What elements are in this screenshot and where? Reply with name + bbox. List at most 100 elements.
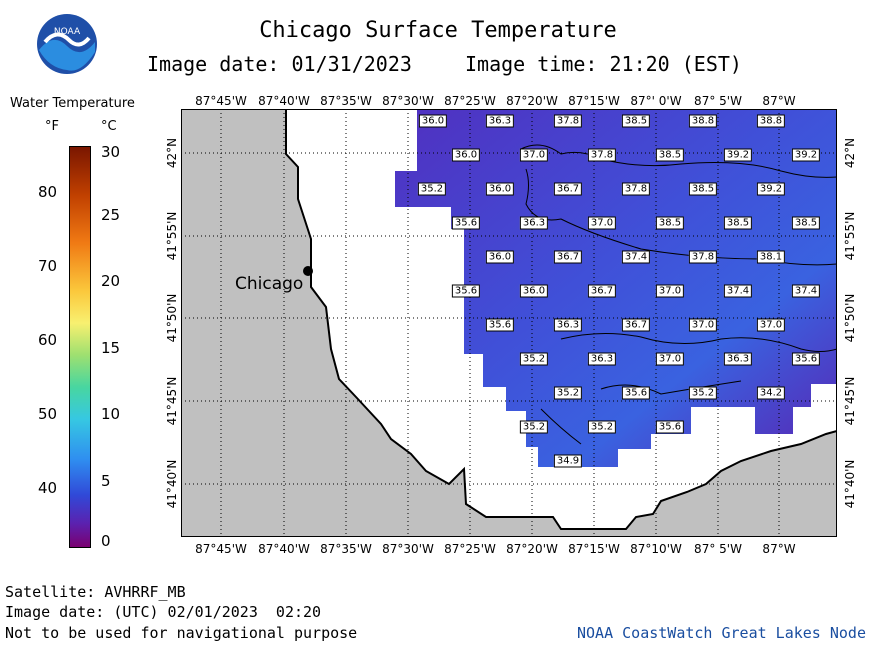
lon-label-bottom: 87° 5'W (694, 542, 742, 556)
attribution: NOAA CoastWatch Great Lakes Node (577, 624, 866, 642)
temperature-label: 38.5 (723, 216, 753, 230)
temperature-label: 37.8 (587, 148, 617, 162)
temperature-label: 39.2 (791, 148, 821, 162)
temperature-label: 35.6 (451, 284, 481, 298)
disclaimer: Not to be used for navigational purpose (5, 624, 358, 642)
lon-label-bottom: 87°10'W (630, 542, 682, 556)
temperature-label: 34.2 (756, 386, 786, 400)
temperature-label: 36.7 (621, 318, 651, 332)
lon-label-bottom: 87°W (762, 542, 796, 556)
temperature-label: 37.0 (756, 318, 786, 332)
utc-date: Image date: (UTC) 02/01/2023 02:20 (5, 603, 322, 621)
lat-label-left: 41°45'N (165, 376, 179, 426)
lon-label-top: 87°15'W (568, 94, 620, 108)
temperature-label: 38.8 (756, 114, 786, 128)
temperature-label: 38.5 (791, 216, 821, 230)
c-tick: 30 (101, 143, 121, 161)
lat-label-left: 41°55'N (165, 211, 179, 261)
city-label-chicago: Chicago (235, 274, 304, 294)
temperature-label: 36.7 (553, 182, 583, 196)
lon-label-bottom: 87°35'W (320, 542, 372, 556)
c-tick: 10 (101, 405, 121, 423)
temperature-label: 36.0 (519, 284, 549, 298)
image-date: Image date: 01/31/2023 (147, 52, 412, 76)
lat-label-left: 41°50'N (165, 293, 179, 343)
lon-label-top: 87° 5'W (694, 94, 742, 108)
f-tick: 60 (38, 331, 58, 349)
lat-label-right: 41°40'N (843, 459, 857, 509)
temperature-label: 37.0 (587, 216, 617, 230)
lon-label-top: 87°25'W (444, 94, 496, 108)
temperature-label: 37.4 (621, 250, 651, 264)
temperature-label: 36.0 (485, 182, 515, 196)
lon-label-top: 87°30'W (382, 94, 434, 108)
noaa-logo: NOAA (37, 14, 97, 74)
c-tick: 5 (101, 472, 111, 490)
svg-text:NOAA: NOAA (54, 27, 81, 37)
lat-label-right: 41°50'N (843, 293, 857, 343)
temperature-label: 35.6 (791, 352, 821, 366)
lon-label-bottom: 87°15'W (568, 542, 620, 556)
lon-label-top: 87°' 0'W (630, 94, 682, 108)
c-tick: 0 (101, 532, 111, 550)
temperature-label: 34.9 (553, 454, 583, 468)
temperature-label: 37.0 (688, 318, 718, 332)
temperature-label: 35.6 (621, 386, 651, 400)
lon-label-bottom: 87°40'W (258, 542, 310, 556)
temperature-label: 35.6 (451, 216, 481, 230)
temperature-label: 37.4 (791, 284, 821, 298)
chart-title: Chicago Surface Temperature (259, 18, 617, 43)
temperature-label: 38.5 (655, 148, 685, 162)
f-tick: 50 (38, 405, 58, 423)
lon-label-bottom: 87°20'W (506, 542, 558, 556)
satellite-info: Satellite: AVHRRF_MB (5, 583, 186, 601)
temperature-label: 36.3 (723, 352, 753, 366)
lon-label-top: 87°35'W (320, 94, 372, 108)
temperature-label: 35.6 (485, 318, 515, 332)
temperature-label: 38.8 (688, 114, 718, 128)
lat-label-right: 42°N (843, 137, 857, 169)
temperature-label: 38.1 (756, 250, 786, 264)
lon-label-top: 87°20'W (506, 94, 558, 108)
temperature-label: 35.6 (655, 420, 685, 434)
c-tick: 25 (101, 206, 121, 224)
temperature-label: 38.5 (655, 216, 685, 230)
unit-fahrenheit: °F (45, 119, 59, 134)
temperature-label: 36.7 (553, 250, 583, 264)
temperature-label: 36.7 (587, 284, 617, 298)
temperature-label: 35.2 (587, 420, 617, 434)
lon-label-bottom: 87°25'W (444, 542, 496, 556)
temperature-label: 37.0 (655, 284, 685, 298)
lat-label-right: 41°55'N (843, 211, 857, 261)
c-tick: 15 (101, 339, 121, 357)
temperature-label: 37.4 (723, 284, 753, 298)
image-time: Image time: 21:20 (EST) (465, 52, 742, 76)
lat-label-left: 41°40'N (165, 459, 179, 509)
temperature-label: 36.3 (485, 114, 515, 128)
lon-label-bottom: 87°30'W (382, 542, 434, 556)
temperature-label: 35.2 (553, 386, 583, 400)
c-tick: 20 (101, 272, 121, 290)
temperature-label: 36.0 (418, 114, 448, 128)
temperature-label: 39.2 (723, 148, 753, 162)
unit-celsius: °C (101, 119, 117, 134)
temperature-label: 38.5 (621, 114, 651, 128)
temperature-label: 36.0 (485, 250, 515, 264)
temperature-colorbar (69, 146, 91, 548)
temperature-label: 35.2 (519, 352, 549, 366)
lon-label-top: 87°W (762, 94, 796, 108)
temperature-label: 35.2 (417, 182, 447, 196)
legend-title: Water Temperature (10, 96, 135, 111)
temperature-label: 37.0 (519, 148, 549, 162)
f-tick: 40 (38, 479, 58, 497)
temperature-label: 37.0 (655, 352, 685, 366)
temperature-label: 35.2 (688, 386, 718, 400)
temperature-label: 35.2 (519, 420, 549, 434)
temperature-label: 36.3 (587, 352, 617, 366)
temperature-label: 36.3 (519, 216, 549, 230)
f-tick: 70 (38, 257, 58, 275)
lon-label-top: 87°45'W (195, 94, 247, 108)
temperature-label: 36.3 (553, 318, 583, 332)
lat-label-left: 42°N (165, 137, 179, 169)
temperature-label: 37.8 (553, 114, 583, 128)
